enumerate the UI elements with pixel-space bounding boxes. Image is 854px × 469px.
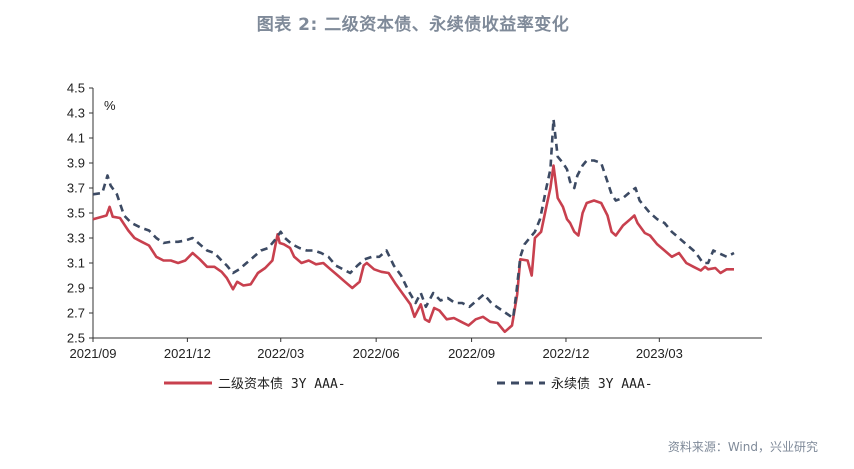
x-tick-label: 2022/09 <box>448 346 495 361</box>
y-tick-labels: 4.5 4.3 4.1 3.9 3.7 3.5 3.3 3.1 2.9 2.7 2.5 <box>67 81 93 346</box>
y-tick-label: 2.9 <box>67 281 85 296</box>
series-line-1 <box>92 164 734 334</box>
y-tick-label: 4.3 <box>67 106 85 121</box>
y-tick-label: 2.7 <box>67 306 85 321</box>
x-tick-labels: 2021/09 2021/12 2022/03 2022/06 2022/09 2022/… <box>70 338 683 361</box>
x-tick-label: 2022/12 <box>542 346 589 361</box>
series-lines <box>92 118 735 334</box>
x-tick-label: 2021/12 <box>164 346 211 361</box>
x-tick-label: 2022/06 <box>353 346 400 361</box>
series-line-2 <box>92 118 735 320</box>
y-tick-label: 3.9 <box>67 156 85 171</box>
source-note: 资料来源：Wind，兴业研究 <box>667 440 818 454</box>
legend-label-2: 永续债 3Y AAA- <box>551 377 653 392</box>
chart-title: 图表 2: 二级资本债、永续债收益率变化 <box>256 15 570 35</box>
y-tick-label: 4.5 <box>67 81 85 96</box>
x-tick-label: 2023/03 <box>636 346 683 361</box>
y-unit-label: % <box>104 98 116 113</box>
legend-label-1: 二级资本债 3Y AAA- <box>218 377 346 392</box>
x-tick-label: 2021/09 <box>70 346 117 361</box>
y-tick-label: 3.5 <box>67 206 85 221</box>
legend: 二级资本债 3Y AAA- 永续债 3Y AAA- <box>164 377 653 392</box>
y-tick-label: 3.1 <box>67 256 85 271</box>
y-tick-label: 4.1 <box>67 131 85 146</box>
y-tick-label: 3.3 <box>67 231 85 246</box>
y-tick-label: 2.5 <box>67 331 85 346</box>
x-tick-label: 2022/03 <box>257 346 304 361</box>
y-tick-label: 3.7 <box>67 181 85 196</box>
